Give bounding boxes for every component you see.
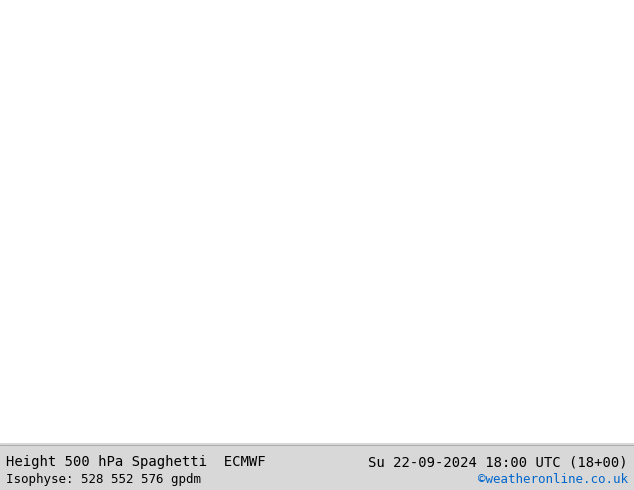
Text: ©weatheronline.co.uk: ©weatheronline.co.uk xyxy=(477,473,628,486)
Text: Su 22-09-2024 18:00 UTC (18+00): Su 22-09-2024 18:00 UTC (18+00) xyxy=(368,455,628,469)
Text: Isophyse: 528 552 576 gpdm: Isophyse: 528 552 576 gpdm xyxy=(6,473,202,486)
Text: Height 500 hPa Spaghetti  ECMWF: Height 500 hPa Spaghetti ECMWF xyxy=(6,455,266,469)
